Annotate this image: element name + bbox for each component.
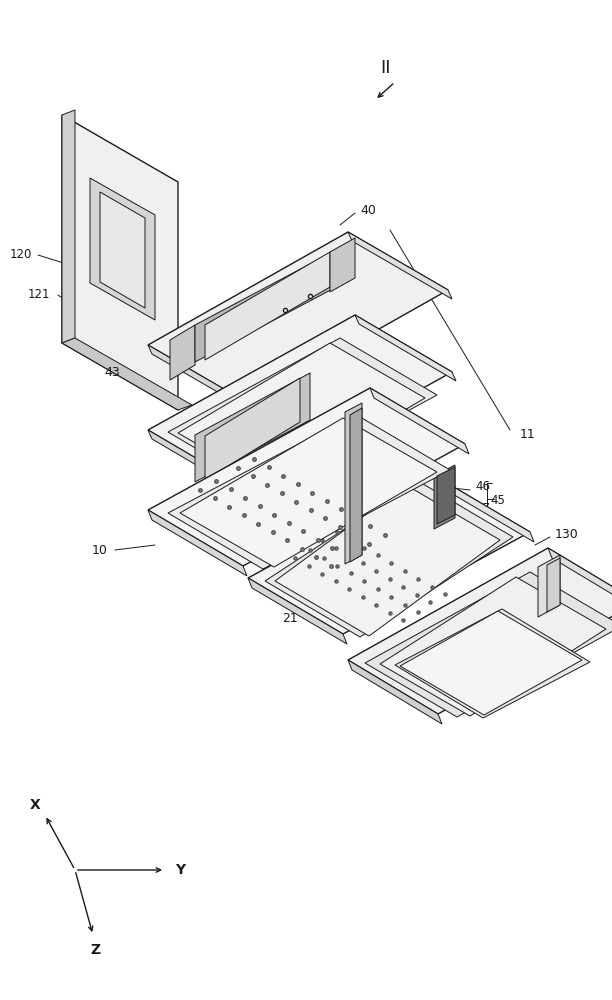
Polygon shape bbox=[178, 343, 425, 488]
Text: 45: 45 bbox=[490, 493, 505, 506]
Text: 47: 47 bbox=[475, 502, 490, 514]
Polygon shape bbox=[148, 510, 247, 576]
Text: II: II bbox=[380, 59, 390, 77]
Polygon shape bbox=[395, 609, 590, 718]
Text: 10: 10 bbox=[92, 544, 108, 556]
Text: 120: 120 bbox=[10, 248, 32, 261]
Polygon shape bbox=[400, 611, 582, 715]
Polygon shape bbox=[538, 555, 560, 617]
Polygon shape bbox=[330, 238, 355, 292]
Text: 42: 42 bbox=[385, 426, 400, 440]
Polygon shape bbox=[90, 178, 155, 320]
Polygon shape bbox=[275, 485, 500, 636]
Polygon shape bbox=[434, 465, 455, 529]
Polygon shape bbox=[380, 577, 606, 716]
Polygon shape bbox=[205, 252, 330, 360]
Polygon shape bbox=[148, 388, 465, 566]
Polygon shape bbox=[170, 325, 195, 380]
Text: 43: 43 bbox=[104, 366, 120, 379]
Polygon shape bbox=[168, 338, 437, 489]
Text: 21: 21 bbox=[282, 611, 298, 624]
Text: X: X bbox=[29, 798, 40, 812]
Polygon shape bbox=[345, 403, 362, 564]
Polygon shape bbox=[62, 338, 192, 410]
Polygon shape bbox=[348, 548, 612, 714]
Text: 46: 46 bbox=[475, 481, 490, 493]
Polygon shape bbox=[350, 408, 362, 562]
Text: 11: 11 bbox=[520, 428, 536, 442]
Text: 15: 15 bbox=[213, 391, 228, 404]
Text: 130: 130 bbox=[555, 528, 579, 542]
Polygon shape bbox=[148, 345, 252, 412]
Text: Y: Y bbox=[175, 863, 185, 877]
Polygon shape bbox=[205, 378, 300, 480]
Polygon shape bbox=[148, 232, 448, 403]
Text: 121: 121 bbox=[28, 288, 50, 302]
Polygon shape bbox=[62, 110, 75, 343]
Polygon shape bbox=[547, 558, 560, 612]
Text: 131: 131 bbox=[535, 564, 559, 576]
Polygon shape bbox=[437, 467, 455, 524]
Polygon shape bbox=[355, 315, 456, 381]
Polygon shape bbox=[168, 414, 450, 569]
Text: 19: 19 bbox=[288, 374, 303, 387]
Polygon shape bbox=[180, 418, 437, 567]
Text: Z: Z bbox=[90, 943, 100, 957]
Polygon shape bbox=[62, 115, 178, 410]
Polygon shape bbox=[265, 481, 513, 637]
Text: 44: 44 bbox=[310, 271, 326, 284]
Text: 32: 32 bbox=[278, 357, 294, 369]
Polygon shape bbox=[195, 248, 340, 362]
Polygon shape bbox=[195, 373, 310, 482]
Text: 20: 20 bbox=[470, 536, 486, 548]
Polygon shape bbox=[348, 660, 442, 724]
Polygon shape bbox=[100, 192, 145, 308]
Text: 40: 40 bbox=[360, 204, 376, 217]
Text: 16: 16 bbox=[243, 383, 258, 396]
Polygon shape bbox=[548, 548, 612, 612]
Polygon shape bbox=[365, 572, 612, 717]
Polygon shape bbox=[148, 315, 452, 487]
Polygon shape bbox=[248, 578, 347, 644]
Polygon shape bbox=[348, 232, 452, 299]
Polygon shape bbox=[248, 476, 530, 634]
Text: 30: 30 bbox=[378, 304, 394, 316]
Polygon shape bbox=[370, 388, 469, 454]
Polygon shape bbox=[148, 430, 249, 496]
Polygon shape bbox=[435, 476, 534, 542]
